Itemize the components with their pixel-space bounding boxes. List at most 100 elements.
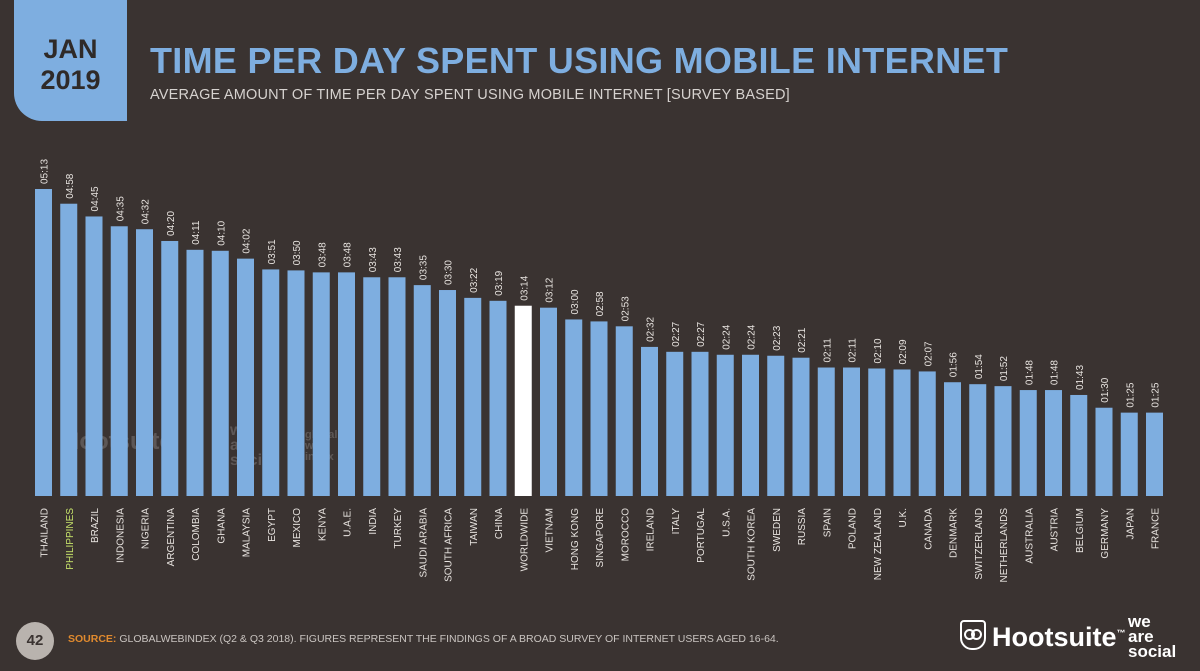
bar-nigeria: [136, 229, 153, 496]
page-number: 42: [16, 622, 54, 660]
category-label: SOUTH KOREA: [747, 508, 758, 581]
bar-russia: [792, 357, 810, 496]
category-label: FRANCE: [1151, 508, 1162, 549]
category-label: SPAIN: [822, 508, 833, 537]
bar-denmark: [944, 382, 961, 496]
bar-spain: [817, 367, 835, 496]
wearesocial-logo-line1: we: [1128, 612, 1151, 631]
category-label: NEW ZEALAND: [873, 508, 884, 580]
bar-south-korea: [742, 354, 759, 496]
category-label: JAPAN: [1125, 508, 1136, 540]
value-label: 03:00: [570, 289, 581, 314]
bar-taiwan: [464, 297, 482, 496]
value-label: 03:50: [292, 240, 303, 265]
value-label: 05:13: [40, 159, 51, 184]
category-label: U.K.: [898, 508, 909, 527]
source-text: GLOBALWEBINDEX (Q2 & Q3 2018). FIGURES R…: [119, 633, 779, 645]
value-label: 03:12: [545, 277, 556, 302]
category-label: CANADA: [923, 508, 934, 550]
value-label: 02:21: [797, 327, 808, 352]
category-label: SINGAPORE: [595, 508, 606, 568]
bar-switzerland: [969, 384, 987, 496]
category-label: GERMANY: [1100, 508, 1111, 559]
wearesocial-logo: we are social: [1128, 612, 1177, 661]
value-label: 01:25: [1125, 382, 1136, 407]
value-label: 02:58: [595, 291, 606, 316]
value-label: 01:30: [1100, 377, 1111, 402]
category-label: TURKEY: [393, 508, 404, 549]
bar-argentina: [161, 240, 179, 496]
category-label: AUSTRALIA: [1024, 508, 1035, 564]
value-label: 03:43: [368, 247, 379, 272]
value-label: 03:19: [494, 270, 505, 295]
source-label: SOURCE:: [68, 633, 117, 645]
value-label: 03:22: [469, 267, 480, 292]
wearesocial-logo-line3: social: [1128, 642, 1177, 661]
bar-colombia: [186, 249, 204, 496]
bar-indonesia: [110, 226, 128, 497]
value-label: 02:27: [696, 321, 707, 346]
bar-netherlands: [994, 386, 1012, 496]
bar-worldwide: [514, 305, 532, 496]
bar-malaysia: [237, 258, 254, 496]
category-label: HONG KONG: [570, 508, 581, 570]
category-label: TAIWAN: [469, 508, 480, 546]
value-label: 02:24: [747, 324, 758, 349]
value-label: 04:11: [191, 220, 202, 245]
bar-thailand: [35, 189, 52, 496]
value-label: 02:32: [646, 316, 657, 341]
bar-ghana: [211, 250, 229, 496]
category-label: NETHERLANDS: [999, 508, 1010, 583]
value-label: 01:25: [1151, 382, 1162, 407]
category-label: PORTUGAL: [696, 508, 707, 563]
value-label: 02:07: [923, 341, 934, 366]
bar-india: [363, 277, 381, 496]
category-label: PHILIPPINES: [65, 508, 76, 570]
value-label: 03:43: [393, 247, 404, 272]
value-label: 01:54: [974, 354, 985, 379]
category-label: ITALY: [671, 508, 682, 535]
bar-brazil: [85, 216, 103, 496]
category-label: COLOMBIA: [191, 508, 202, 561]
category-label: INDONESIA: [115, 508, 126, 563]
bar-japan: [1120, 412, 1138, 496]
bar-south-africa: [439, 290, 456, 496]
category-label: U.S.A.: [721, 508, 732, 537]
bar-vietnam: [540, 307, 557, 496]
category-label: CHINA: [494, 508, 505, 539]
bar-china: [489, 300, 507, 496]
bar-saudi-arabia: [413, 285, 431, 496]
value-label: 02:11: [822, 338, 833, 363]
hootsuite-logo: Hootsuite™: [960, 620, 1126, 653]
category-label: MEXICO: [292, 508, 303, 548]
category-label: RUSSIA: [797, 508, 808, 546]
category-label: MALAYSIA: [242, 508, 253, 558]
category-label: EGYPT: [267, 508, 278, 542]
hootsuite-tm: ™: [1116, 628, 1126, 638]
date-tab: JAN 2019: [14, 0, 127, 121]
page-subtitle: AVERAGE AMOUNT OF TIME PER DAY SPENT USI…: [150, 87, 790, 103]
bar-turkey: [388, 277, 406, 496]
value-label: 01:56: [949, 352, 960, 377]
value-label: 02:23: [772, 325, 783, 350]
value-label: 03:14: [519, 275, 530, 300]
value-label: 03:51: [267, 239, 278, 264]
page-title: TIME PER DAY SPENT USING MOBILE INTERNET: [150, 40, 1009, 81]
category-label: NIGERIA: [141, 508, 152, 549]
bar-australia: [1019, 390, 1037, 496]
bar-belgium: [1070, 394, 1088, 496]
bar-u-s-a-: [716, 354, 734, 496]
bar-italy: [666, 351, 684, 496]
bar-sweden: [767, 355, 785, 496]
bar-morocco: [615, 326, 633, 496]
category-label: INDIA: [368, 508, 379, 535]
category-label: BELGIUM: [1075, 508, 1086, 553]
category-label: SWITZERLAND: [974, 508, 985, 580]
value-label: 02:09: [898, 339, 909, 364]
bar-philippines: [60, 203, 78, 496]
bar-germany: [1095, 407, 1113, 496]
category-label: SOUTH AFRICA: [444, 508, 455, 582]
value-label: 03:48: [317, 242, 328, 267]
value-label: 04:45: [90, 186, 101, 211]
category-label: SAUDI ARABIA: [418, 508, 429, 578]
